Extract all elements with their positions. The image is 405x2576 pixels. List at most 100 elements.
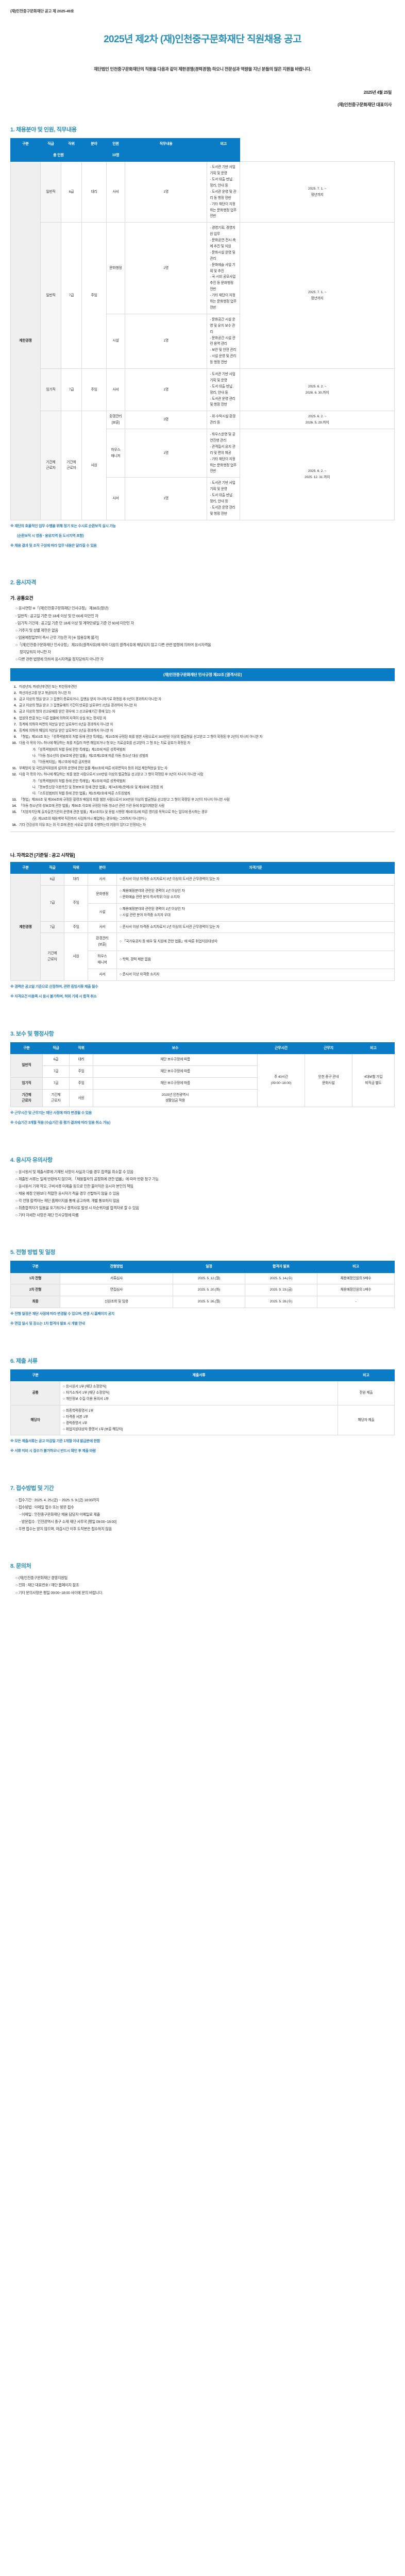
clause-row: 12. 다음 각 목의 어느 하나에 해당하는 죄를 범한 사람으로서 100만원… [10, 772, 395, 778]
section-4-title: 4. 응시자 유의사항 [10, 1157, 53, 1164]
clause-number: 6. [13, 716, 16, 720]
list-item: - 이메일 : 인천중구문화재단 채용 담당자 이메일로 제출 [20, 1512, 100, 1517]
table-note: ※ 자격요건 미충족 시 응시 불가하며, 허위 기재 시 합격 취소 [10, 994, 97, 998]
table-row: 임기직 7급 주임 사서 1명 - 도서관 기반 사업 기획 및 운영 - 도서 대출·반… [11, 368, 395, 412]
table-cell: 6급 [42, 1053, 70, 1066]
table-cell: 2025. 7. 1. ~ 정년까지 [240, 222, 395, 369]
list-item: ○ 제출된 서류는 일체 반환하지 않으며, 「채용절차의 공정화에 관한 법률… [15, 1177, 159, 1182]
table-cell: ○ 채용예정분야와 관련된 경력이 1년 이상인 자 ○ 시설 관련 분야 자격… [116, 903, 395, 922]
clause-row: 8. 징계에 의하여 해임의 처분을 받은 날로부터 3년을 경과하지 아니한 자 [10, 728, 395, 734]
table-cell: 7급 [61, 222, 82, 369]
table-row: 시설 ○ 채용예정분야와 관련된 경력이 1년 이상인 자 ○ 시설 관련 분야 … [11, 903, 395, 922]
list-item: ○ (재)인천중구문화재단 경영지원팀 [15, 1575, 68, 1581]
table-header-row: 구분 전형방법 일정 합격자 발표 비고 [10, 1261, 395, 1273]
table-cell: 2025. 6. 2. ~ 2026. 5. 29.까지 [240, 411, 395, 430]
list-item: ○ 접수기간 : 2025. 4. 25.(금) ~ 2025. 5. 9.(금… [15, 1498, 99, 1503]
apply-method-list: ○ 접수기간 : 2025. 4. 25.(금) ~ 2025. 5. 9.(금… [0, 1497, 405, 1533]
table-cell: 기간제 근로자 [40, 411, 61, 520]
clause-row: 11. 부패방지 및 국민권익위원회 설치와 운영에 관한 법률 제82조에 따른… [10, 766, 395, 772]
clause-subrow: 가.「성폭력범죄의 처벌 등에 관한 특례법」제2조에 따른 성폭력범죄 [10, 778, 395, 785]
clause-sub-spacer [10, 747, 19, 753]
clause-sub-spacer [10, 753, 19, 759]
clause-text: 다음 각 목의 어느 하나에 해당하는 죄를 저질러 파면·해임되거나 형 또는… [19, 741, 191, 745]
section-2-title: 2. 응시자격 [10, 580, 36, 586]
table-cell: 2025. 6. 2. ~ 2026. 6. 30.까지 [240, 368, 395, 412]
table-cell: 6급 [61, 161, 82, 223]
table-cell: 1명 [124, 368, 208, 412]
table-cell: 2025년 인천광역시 생활임금 적용 [93, 1089, 258, 1108]
table-cell: 하우스 매니저 [106, 429, 125, 478]
table-note: (순환보직 시 영종 · 용유지역 등 도서지역 포함) [17, 534, 84, 538]
table-row: 임기직 7급 주임 재단 보수규정에 따름 [10, 1077, 395, 1090]
table-cell: 2025. 5. 23.(금) [245, 1284, 317, 1297]
clause-number: 8. [13, 729, 16, 733]
table-cell: 1명 [124, 161, 208, 223]
list-item: ○ 우편 접수는 받지 않으며, 마감시간 이후 도착분은 접수하지 않음 [15, 1527, 112, 1532]
column-header: 비고 [338, 1369, 395, 1382]
intro-text: 재단법인 인천중구문화재단의 직원을 다음과 같이 제한경쟁(경력경쟁) 하오니… [94, 66, 311, 72]
clause-text: 「지방자치단체 출자출연기관의 운영에 관한 법률」제10조의3 및 동법 시행… [19, 810, 208, 815]
column-header: 직위 [69, 1042, 93, 1054]
column-header: 인원 [106, 138, 125, 150]
column-header: 직무내용 [124, 138, 208, 150]
table-cell: 사서 [88, 873, 117, 886]
list-item: ○ 채용 예정 인원보다 적합한 응시자가 적을 경우 선발하지 않을 수 있음 [15, 1191, 120, 1196]
column-header: 구분 [10, 1042, 43, 1054]
table-cell: 일반직 [40, 222, 61, 369]
table-cell: 재단 보수규정에 따름 [93, 1053, 258, 1066]
table-cell: 사서 [88, 969, 117, 981]
table-cell: ○ 채용예정분야와 관련된 경력이 1년 이상인 자 ○ 문화예술 관련 분야 … [116, 885, 395, 904]
clause-text: 미성년자, 피성년후견인 또는 피한정후견인 [19, 685, 77, 689]
column-header: 비고 [352, 1042, 395, 1054]
clause-subrow: (단, 제19조의 채용계약 직전까지 사임하거나 폐업하는 경우에는 그러하지… [10, 816, 395, 822]
clause-sub-spacer [10, 816, 19, 822]
section-3-title: 3. 보수 및 행정사항 [10, 1030, 54, 1037]
table-cell: 2025. 5. 14.(수) [245, 1272, 317, 1285]
table-cell: 문화행정 [88, 885, 117, 904]
table-header-row: 구분 직급 직위 분야 자격기준 [10, 862, 395, 874]
document-number: (재)인천중구문화재단 공고 제 2025-49호 [10, 9, 74, 13]
column-header: 구분 [10, 1369, 60, 1382]
clause-row: 14. 「아동·청소년의 성보호에 관한 법률」제56조 각호에 규정된 아동·청… [10, 803, 395, 809]
table-cell: 사서 [106, 161, 125, 223]
table-cell: 일반직 [40, 161, 61, 223]
clause-subrow: 다.「아동복지법」제17조에 따른 금지행위 [10, 759, 395, 766]
clause-subtext: (단, 제19조의 채용계약 직전까지 사임하거나 폐업하는 경우에는 그러하지… [32, 817, 146, 821]
table2-notes: ※ 경력은 공고일 기준으로 산정하며, 관련 증빙서류 제출 필수 ※ 자격요건… [0, 981, 405, 1001]
column-header: 직급 [40, 138, 61, 150]
clause-number: 9. [13, 735, 16, 739]
table-cell: 해당자 [10, 1404, 60, 1436]
table-cell: 사서 [106, 368, 125, 412]
table-cell: 2025. 5. 12.(월) [173, 1272, 245, 1285]
clause-row: 9. 「형법」제303조 또는「성폭력범죄의 처벌 등에 관한 특례법」제10조에… [10, 734, 395, 740]
section-6-title: 6. 제출 서류 [10, 1358, 38, 1365]
clause-text: 「아동·청소년의 성보호에 관한 법률」제56조 각호에 규정된 아동·청소년 … [19, 804, 165, 808]
list-item: ○ 전화 : 재단 대표번호 / 재단 홈페이지 참조 [15, 1583, 79, 1588]
clause-subrow: 나.「아동·청소년의 성보호에 관한 법률」제2조제2호에 따른 아동·청소년 … [10, 753, 395, 759]
page-title: 2025년 제2차 (재)인천중구문화재단 직원채용 공고 [104, 34, 301, 45]
table-header-row: 구분 직급 직위 분야 인원 직무내용 비고 [10, 138, 395, 150]
table-cell: 주임 [64, 885, 88, 922]
table-note: ※ 전형 일정은 재단 사정에 따라 변경될 수 있으며, 변경 시 홈페이지 … [10, 1312, 114, 1316]
table5-notes: ※ 모든 제출서류는 공고 마감일 기준 1개월 이내 발급분에 한함 ※ 서류 … [0, 1435, 405, 1455]
table-cell: 주임 [81, 368, 107, 412]
table-cell: 채용예정인원의 5배수 [317, 1272, 395, 1285]
clause-text: 금고 이상의 형을 받고 그 집행이 종료되거나, 집행을 받지 아니하기로 확… [19, 698, 161, 702]
column-header: 자격기준 [116, 862, 395, 874]
table-cell: 면접심사 [60, 1284, 173, 1297]
clause-subtext: 나.「아동·청소년의 성보호에 관한 법률」제2조제2호에 따른 아동·청소년 … [32, 754, 148, 758]
qualification-requirements-title: 나. 자격요건 [기준일 : 공고 시작일] [10, 853, 75, 858]
table-cell: 3명 [124, 411, 208, 430]
table-row: 기간제 근로자 기간제 근로자 사원 2025년 인천광역시 생활임금 적용 [10, 1089, 395, 1108]
table-cell: 사서 [88, 921, 117, 934]
clause-number: 13. [12, 798, 16, 802]
list-item: ○ 임용예정일부터 즉시 근무 가능한 자 [※ 임용유예 불가] [15, 635, 98, 640]
list-item: ○ 다른 관련 법령에 의하여 응시자격을 정지당하지 아니한 자 [15, 656, 104, 662]
table-row: 7급 주임 문화행정 ○ 채용예정분야와 관련된 경력이 1년 이상인 자 ○ 문화예… [11, 885, 395, 922]
table-row: 기간제 근로자 기간제 근로자 사원 환경관리 [보훈] 3명 - 위·수탁시설 환경관리… [11, 411, 395, 520]
table-note: ※ 재단의 효율적인 업무 수행을 위해 정기 또는 수시로 순환보직 실시 가… [10, 524, 116, 528]
table-cell: 주 40시간 (09:00~18:00) [257, 1053, 305, 1108]
documents-table: 구분 제출서류 비고 공통 ○ 응시원서 1부 [재단 소정양식] ○ 자기소개서 1… [10, 1369, 395, 1436]
clause-subrow: 가.「성폭력범죄의 처벌 등에 관한 특례법」제2조에 따른 성폭력범죄 [10, 747, 395, 753]
column-header: 구분 [10, 862, 41, 874]
